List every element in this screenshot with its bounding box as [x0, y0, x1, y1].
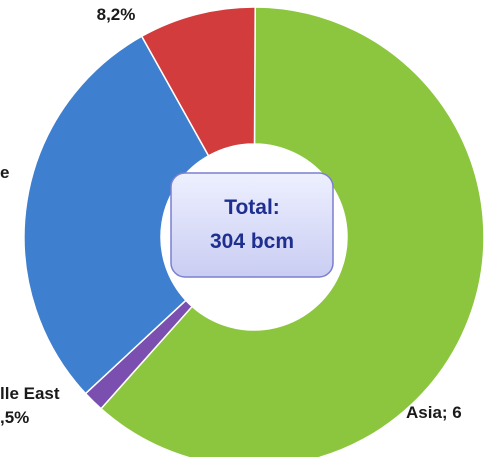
data-label-other-line-1: 8,2% [97, 5, 136, 24]
data-labels: Asia; 6 lle East ,5% e 8,2% [0, 5, 462, 427]
data-label-middle-east-line-2: ,5% [0, 408, 29, 427]
slice-asia [99, 6, 485, 457]
total-label: Total: [224, 196, 280, 219]
slice-other [140, 6, 256, 157]
slice-europe [23, 35, 210, 395]
data-label-europe-line-1: e [0, 163, 9, 182]
total-value: 304 bcm [210, 230, 294, 253]
data-label-middle-east-line-1: lle East [0, 384, 60, 403]
total-box-background [170, 172, 334, 278]
slices [23, 6, 485, 457]
data-label-asia-line-1: Asia; 6 [406, 403, 462, 422]
total-box: Total: 304 bcm [170, 172, 334, 278]
